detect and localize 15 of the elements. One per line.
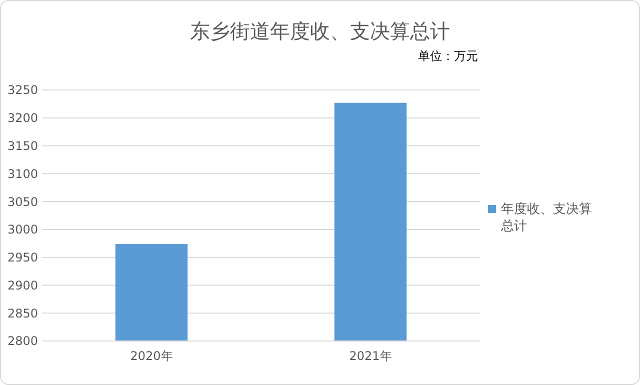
y-tick-label: 3150: [7, 138, 38, 153]
y-tick-label: 3100: [7, 166, 38, 181]
chart-subtitle: 单位：万元: [418, 49, 478, 63]
y-tick-label: 2850: [7, 306, 38, 320]
y-tick-label: 2900: [7, 278, 38, 292]
y-tick-label: 3200: [7, 111, 38, 126]
chart-title: 东乡街道年度收、支决算总计: [190, 19, 450, 43]
y-tick-label: 3050: [7, 194, 38, 209]
x-tick-label: 2020年: [130, 349, 173, 363]
y-tick-label: 3250: [7, 83, 38, 98]
y-tick-label: 3000: [7, 222, 38, 237]
legend-label: 年度收、支决算总计: [500, 201, 592, 234]
y-tick-label: 2950: [7, 250, 38, 265]
x-tick-label: 2021年: [349, 349, 392, 363]
y-tick-label: 2800: [7, 334, 38, 348]
